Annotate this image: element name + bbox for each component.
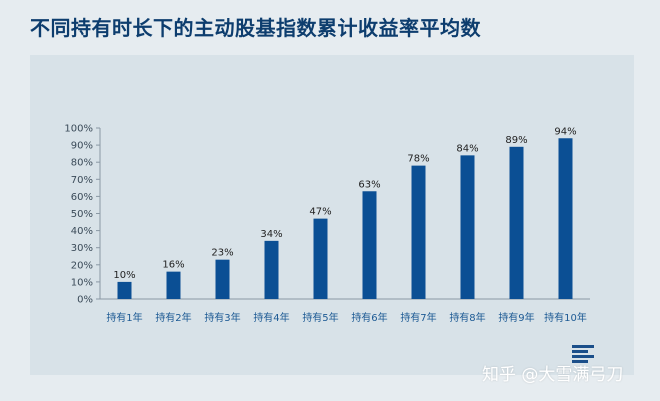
bar [166, 271, 181, 299]
bar [460, 155, 475, 299]
bar [509, 146, 524, 299]
x-category-label: 持有1年 [106, 311, 142, 324]
x-category-label: 持有9年 [498, 311, 534, 324]
bar [264, 240, 279, 299]
bars [117, 138, 573, 299]
data-label: 89% [505, 135, 527, 146]
chart-title: 不同持有时长下的主动股基指数累计收益率平均数 [30, 16, 481, 40]
y-tick-label: 40% [71, 226, 93, 237]
y-tick-label: 80% [71, 158, 93, 169]
data-label: 84% [456, 143, 478, 154]
bar [117, 281, 132, 299]
x-category-label: 持有8年 [449, 311, 485, 324]
bar [215, 259, 230, 299]
y-tick-label: 30% [71, 243, 93, 254]
x-category-label: 持有7年 [400, 311, 436, 324]
data-label: 63% [358, 179, 380, 190]
x-category-label: 持有3年 [204, 311, 240, 324]
x-category-label: 持有4年 [253, 311, 289, 324]
bar [362, 191, 377, 299]
y-tick-label: 70% [71, 175, 93, 186]
data-label: 10% [113, 270, 135, 281]
labels: 10% 持有1年 16% 持有2年 23% 持有3年 34% 持有4年 47% 持有5年 63% 持有… [106, 126, 587, 324]
x-category-label: 持有10年 [544, 311, 587, 324]
logo-icon [572, 345, 594, 363]
data-label: 94% [554, 126, 576, 137]
y-tick-label: 60% [71, 192, 93, 203]
data-label: 16% [162, 260, 184, 271]
y-tick-label: 90% [71, 141, 93, 152]
y-tick-label: 0% [77, 295, 93, 306]
watermark: 知乎 @大雪满弓刀 [482, 365, 624, 385]
bar [558, 138, 573, 299]
y-tick-label: 10% [71, 277, 93, 288]
data-label: 23% [211, 248, 233, 259]
data-label: 47% [309, 207, 331, 218]
bar [411, 165, 426, 299]
y-tick-label: 50% [71, 209, 93, 220]
y-tick-label: 20% [71, 260, 93, 271]
x-category-label: 持有6年 [351, 311, 387, 324]
y-tick-label: 100% [64, 124, 93, 135]
data-label: 34% [260, 229, 282, 240]
axes: 0% 10% 20% 30% 40% 50% 60% 70% 80% 90% 100% [64, 124, 590, 306]
x-category-label: 持有5年 [302, 311, 338, 324]
bar-chart: 0% 10% 20% 30% 40% 50% 60% 70% 80% 90% 100% 10% 持有1… [64, 124, 590, 324]
x-category-label: 持有2年 [155, 311, 191, 324]
chart-panel: 0% 10% 20% 30% 40% 50% 60% 70% 80% 90% 100% 10% 持有1… [30, 55, 634, 375]
bar [313, 218, 328, 299]
data-label: 78% [407, 154, 429, 165]
